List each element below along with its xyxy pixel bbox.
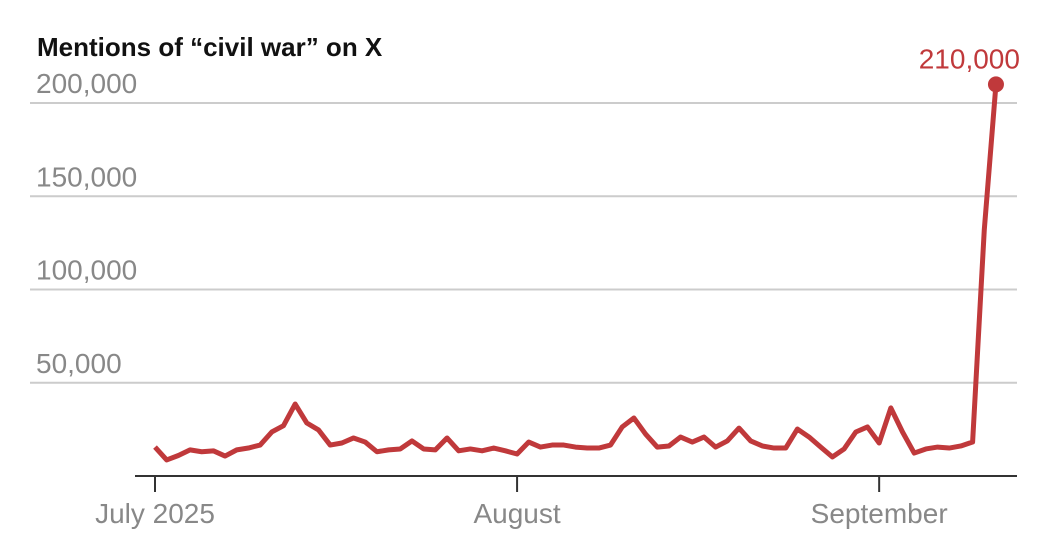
y-tick-label: 150,000 bbox=[36, 161, 137, 192]
y-tick-label: 50,000 bbox=[36, 348, 122, 379]
end-dot bbox=[987, 76, 1004, 93]
chart-title: Mentions of “civil war” on X bbox=[37, 32, 383, 62]
x-tick-label: July 2025 bbox=[95, 498, 215, 529]
value-label: 210,000 bbox=[919, 43, 1020, 74]
x-tick-label: August bbox=[473, 498, 560, 529]
x-tick-label: September bbox=[811, 498, 948, 529]
y-tick-label: 200,000 bbox=[36, 68, 137, 99]
y-tick-label: 100,000 bbox=[36, 255, 137, 286]
line bbox=[153, 84, 999, 463]
